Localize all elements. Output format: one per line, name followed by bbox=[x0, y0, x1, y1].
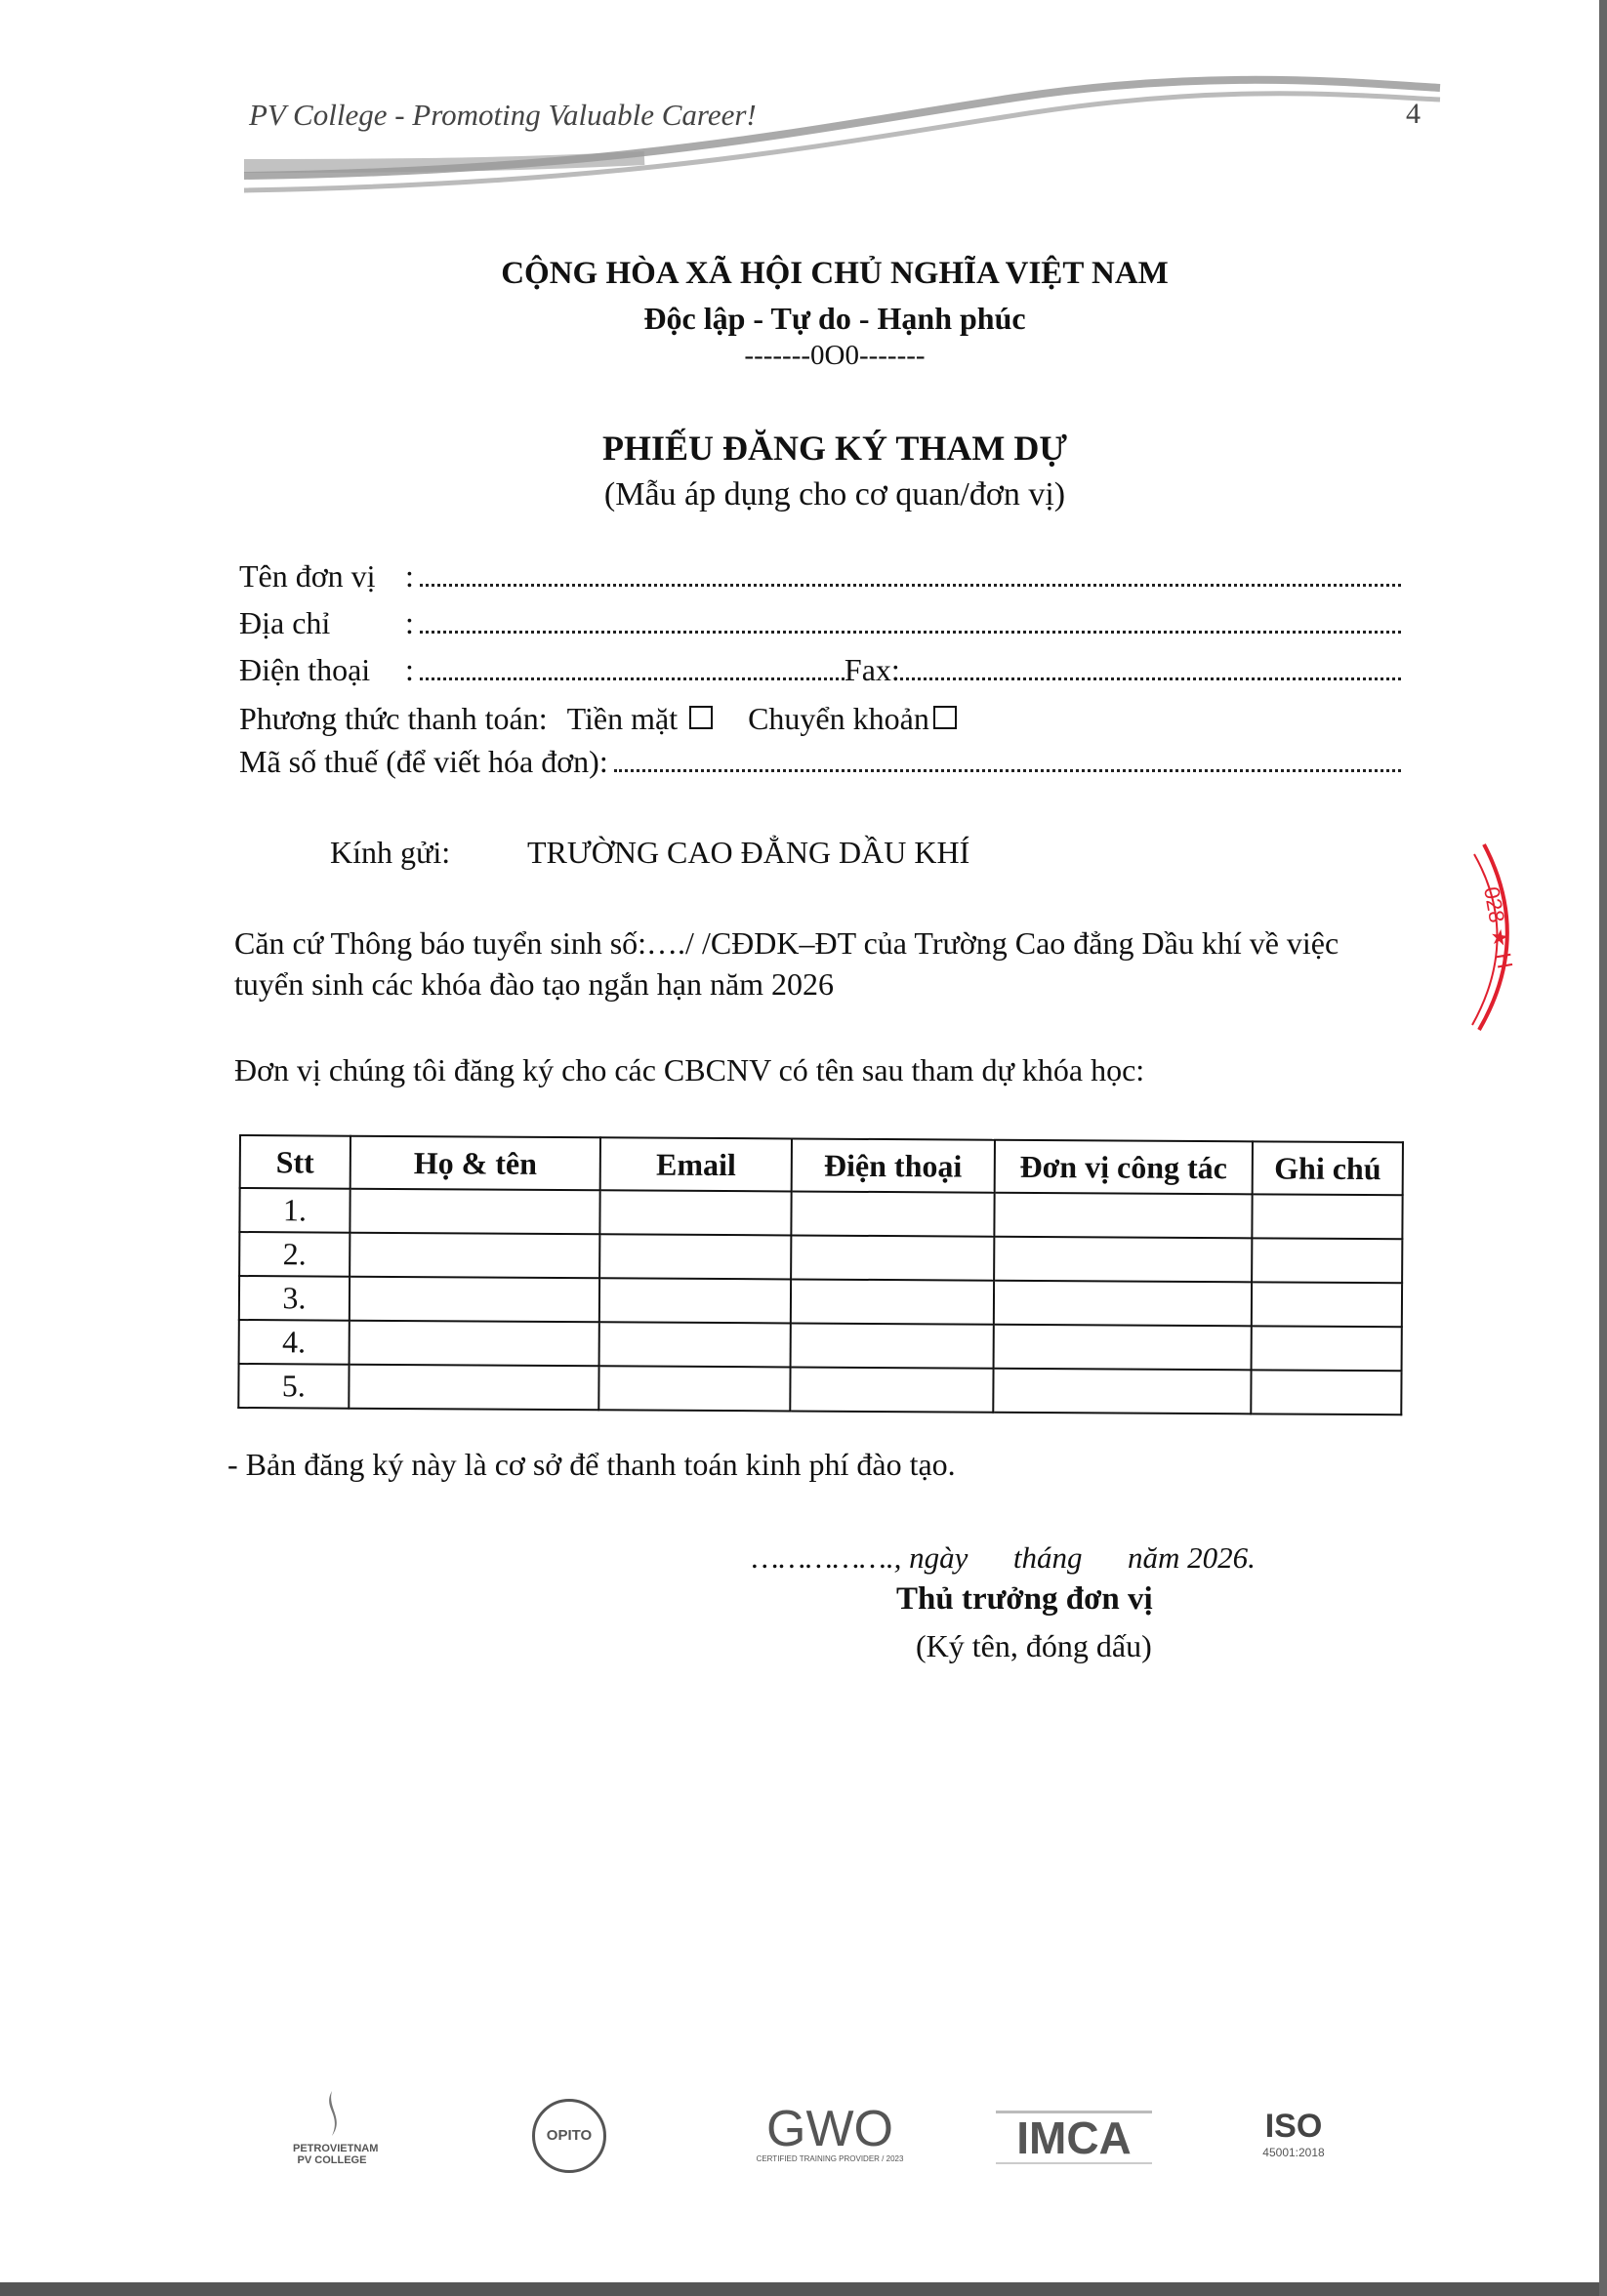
row-number: 5. bbox=[238, 1364, 350, 1409]
header-name: Họ & tên bbox=[350, 1135, 601, 1191]
cell[interactable] bbox=[350, 1188, 600, 1235]
cash-checkbox[interactable] bbox=[689, 706, 714, 729]
gwo-logo: GWO CERTIFIED TRAINING PROVIDER / 2023 bbox=[756, 2101, 904, 2163]
cell[interactable] bbox=[791, 1235, 995, 1281]
unit-name-blank[interactable] bbox=[419, 564, 1401, 587]
header-swoosh bbox=[243, 75, 1441, 193]
signature-instruction: (Ký tên, đóng dấu) bbox=[916, 1628, 1152, 1663]
transfer-label: Chuyển khoản bbox=[748, 701, 929, 736]
flame-icon bbox=[329, 2091, 337, 2136]
header-stt: Stt bbox=[239, 1135, 350, 1189]
cell[interactable] bbox=[791, 1191, 995, 1237]
table-row: 5. bbox=[238, 1364, 1402, 1415]
intro-text: Đơn vị chúng tôi đăng ký cho các CBCNV c… bbox=[234, 1052, 1145, 1087]
scan-edge-right bbox=[1599, 0, 1607, 2296]
cell[interactable] bbox=[790, 1367, 994, 1413]
table-row: 4. bbox=[238, 1320, 1402, 1372]
cell[interactable] bbox=[993, 1236, 1253, 1283]
national-title: CỘNG HÒA XÃ HỘI CHỦ NGHĨA VIỆT NAM bbox=[501, 256, 1169, 291]
cell[interactable] bbox=[598, 1366, 791, 1412]
recipient-label: Kính gửi: bbox=[330, 835, 451, 870]
header-workplace: Đơn vị công tác bbox=[994, 1139, 1254, 1195]
cell[interactable] bbox=[993, 1324, 1253, 1371]
petrovietnam-logo: PETROVIETNAM PV COLLEGE bbox=[293, 2089, 378, 2166]
cell[interactable] bbox=[599, 1234, 792, 1280]
form-title: PHIẾU ĐĂNG KÝ THAM DỰ bbox=[602, 429, 1067, 468]
unit-name-field[interactable]: Tên đơn vị : bbox=[239, 558, 1401, 594]
cell[interactable] bbox=[349, 1276, 600, 1323]
signature-title: Thủ trưởng đơn vị bbox=[896, 1581, 1153, 1617]
row-number: 1. bbox=[239, 1188, 350, 1233]
stamp-text: 028 ★ H bbox=[1479, 885, 1517, 971]
cell[interactable] bbox=[790, 1323, 994, 1369]
cash-label: Tiền mặt bbox=[566, 701, 679, 736]
address-blank[interactable] bbox=[419, 611, 1401, 634]
cell[interactable] bbox=[1251, 1326, 1402, 1372]
phone-blank[interactable] bbox=[419, 658, 845, 680]
form-subtitle: (Mẫu áp dụng cho cơ quan/đơn vị) bbox=[603, 476, 1066, 512]
basis-line-2: tuyển sinh các khóa đào tạo ngắn hạn năm… bbox=[234, 966, 835, 1002]
cell[interactable] bbox=[598, 1322, 791, 1368]
fax-label: Fax: bbox=[844, 652, 900, 687]
page-number: 4 bbox=[1406, 98, 1421, 130]
cell[interactable] bbox=[992, 1368, 1252, 1414]
cell[interactable] bbox=[993, 1280, 1253, 1327]
basis-line-1: Căn cứ Thông báo tuyển sinh số:…./ /CĐDK… bbox=[234, 925, 1339, 961]
cell[interactable] bbox=[599, 1190, 792, 1236]
cell[interactable] bbox=[349, 1232, 600, 1279]
header-email: Email bbox=[599, 1137, 792, 1192]
table-row: 1. bbox=[239, 1188, 1403, 1240]
tax-code-field[interactable]: Mã số thuế (để viết hóa đơn): bbox=[239, 744, 1401, 780]
payment-label: Phương thức thanh toán: bbox=[239, 701, 548, 736]
header-tagline: PV College - Promoting Valuable Career! bbox=[249, 98, 757, 132]
national-motto: Độc lập - Tự do - Hạnh phúc bbox=[643, 301, 1026, 336]
phone-label: Điện thoại bbox=[239, 652, 371, 687]
row-number: 3. bbox=[238, 1276, 350, 1321]
cell[interactable] bbox=[1252, 1238, 1403, 1284]
transfer-checkbox[interactable] bbox=[932, 706, 957, 729]
fax-blank[interactable] bbox=[899, 658, 1401, 680]
header-phone: Điện thoại bbox=[791, 1138, 995, 1193]
signature-date: ……………., ngày tháng năm 2026. bbox=[752, 1540, 1256, 1575]
recipient-name: TRƯỜNG CAO ĐẲNG DẦU KHÍ bbox=[527, 835, 970, 870]
header-note: Ghi chú bbox=[1252, 1141, 1403, 1196]
phone-fax-field[interactable]: Điện thoại : Fax: bbox=[239, 652, 1401, 688]
cell[interactable] bbox=[994, 1192, 1253, 1239]
footer-logos: PETROVIETNAM PV COLLEGE OPITO GWO CERTIF… bbox=[293, 2089, 1367, 2196]
address-field[interactable]: Địa chỉ : bbox=[239, 605, 1401, 641]
cell[interactable] bbox=[1251, 1370, 1402, 1415]
cell[interactable] bbox=[790, 1279, 994, 1325]
table-header-row: Stt Họ & tên Email Điện thoại Đơn vị côn… bbox=[239, 1135, 1403, 1196]
colon: : bbox=[405, 558, 414, 594]
registration-table: Stt Họ & tên Email Điện thoại Đơn vị côn… bbox=[237, 1134, 1404, 1415]
cell[interactable] bbox=[1252, 1194, 1403, 1240]
cell[interactable] bbox=[349, 1364, 599, 1411]
note-text: - Bản đăng ký này là cơ sở để thanh toán… bbox=[227, 1447, 956, 1482]
cell[interactable] bbox=[1252, 1282, 1403, 1328]
table-row: 3. bbox=[238, 1276, 1403, 1328]
row-number: 4. bbox=[238, 1320, 350, 1365]
cell[interactable] bbox=[349, 1320, 600, 1367]
iso-logo: ISO 45001:2018 bbox=[1262, 2108, 1325, 2159]
unit-name-label: Tên đơn vị bbox=[239, 558, 376, 594]
colon: : bbox=[405, 652, 414, 687]
scan-edge bbox=[0, 2282, 1607, 2296]
opito-logo: OPITO bbox=[532, 2099, 606, 2173]
red-stamp: 028 ★ H bbox=[1471, 843, 1517, 1032]
tax-code-blank[interactable] bbox=[613, 750, 1401, 772]
address-label: Địa chỉ bbox=[239, 605, 331, 640]
tax-code-label: Mã số thuế (để viết hóa đơn): bbox=[239, 744, 608, 779]
cell[interactable] bbox=[599, 1278, 792, 1324]
colon: : bbox=[405, 605, 414, 640]
separator: -------0O0------- bbox=[744, 340, 926, 371]
table-row: 2. bbox=[239, 1232, 1403, 1284]
row-number: 2. bbox=[239, 1232, 350, 1277]
payment-method-field: Phương thức thanh toán: Tiền mặt Chuyển … bbox=[239, 701, 1401, 737]
imca-logo: IMCA bbox=[996, 2111, 1152, 2164]
